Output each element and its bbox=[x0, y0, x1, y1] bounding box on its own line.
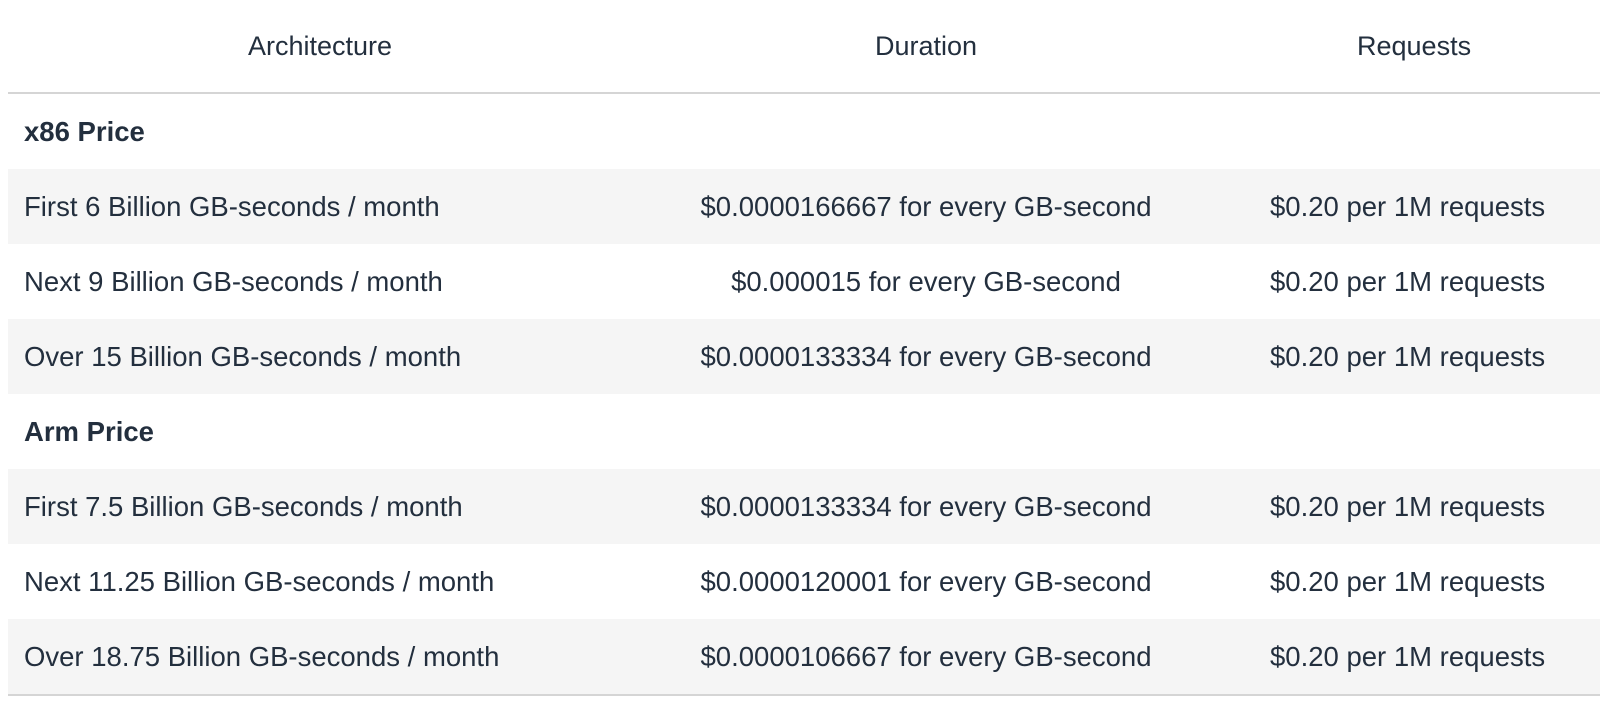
table-row: Next 11.25 Billion GB-seconds / month $0… bbox=[8, 544, 1600, 619]
table-row: Over 18.75 Billion GB-seconds / month $0… bbox=[8, 619, 1600, 696]
column-header-requests: Requests bbox=[1220, 0, 1600, 94]
requests-cell: $0.20 per 1M requests bbox=[1220, 319, 1600, 394]
group-header-row: Arm Price bbox=[8, 394, 1600, 469]
requests-cell: $0.20 per 1M requests bbox=[1220, 244, 1600, 319]
requests-cell: $0.20 per 1M requests bbox=[1220, 619, 1600, 696]
tier-cell: First 6 Billion GB-seconds / month bbox=[8, 169, 632, 244]
tier-cell: First 7.5 Billion GB-seconds / month bbox=[8, 469, 632, 544]
duration-cell: $0.0000133334 for every GB-second bbox=[632, 319, 1220, 394]
pricing-table: Architecture Duration Requests x86 Price… bbox=[8, 0, 1600, 696]
duration-cell: $0.000015 for every GB-second bbox=[632, 244, 1220, 319]
table-body: x86 Price First 6 Billion GB-seconds / m… bbox=[8, 93, 1600, 696]
column-header-duration: Duration bbox=[632, 0, 1220, 94]
group-header-row: x86 Price bbox=[8, 93, 1600, 169]
table-header: Architecture Duration Requests bbox=[8, 0, 1600, 94]
table-row: Next 9 Billion GB-seconds / month $0.000… bbox=[8, 244, 1600, 319]
table-row: First 6 Billion GB-seconds / month $0.00… bbox=[8, 169, 1600, 244]
group-title-x86: x86 Price bbox=[8, 93, 1600, 169]
requests-cell: $0.20 per 1M requests bbox=[1220, 544, 1600, 619]
duration-cell: $0.0000133334 for every GB-second bbox=[632, 469, 1220, 544]
duration-cell: $0.0000120001 for every GB-second bbox=[632, 544, 1220, 619]
table-row: Over 15 Billion GB-seconds / month $0.00… bbox=[8, 319, 1600, 394]
table-row: First 7.5 Billion GB-seconds / month $0.… bbox=[8, 469, 1600, 544]
requests-cell: $0.20 per 1M requests bbox=[1220, 469, 1600, 544]
duration-cell: $0.0000166667 for every GB-second bbox=[632, 169, 1220, 244]
tier-cell: Over 18.75 Billion GB-seconds / month bbox=[8, 619, 632, 696]
column-header-architecture: Architecture bbox=[8, 0, 632, 94]
duration-cell: $0.0000106667 for every GB-second bbox=[632, 619, 1220, 696]
tier-cell: Next 11.25 Billion GB-seconds / month bbox=[8, 544, 632, 619]
requests-cell: $0.20 per 1M requests bbox=[1220, 169, 1600, 244]
tier-cell: Over 15 Billion GB-seconds / month bbox=[8, 319, 632, 394]
tier-cell: Next 9 Billion GB-seconds / month bbox=[8, 244, 632, 319]
group-title-arm: Arm Price bbox=[8, 394, 1600, 469]
header-row: Architecture Duration Requests bbox=[8, 0, 1600, 94]
